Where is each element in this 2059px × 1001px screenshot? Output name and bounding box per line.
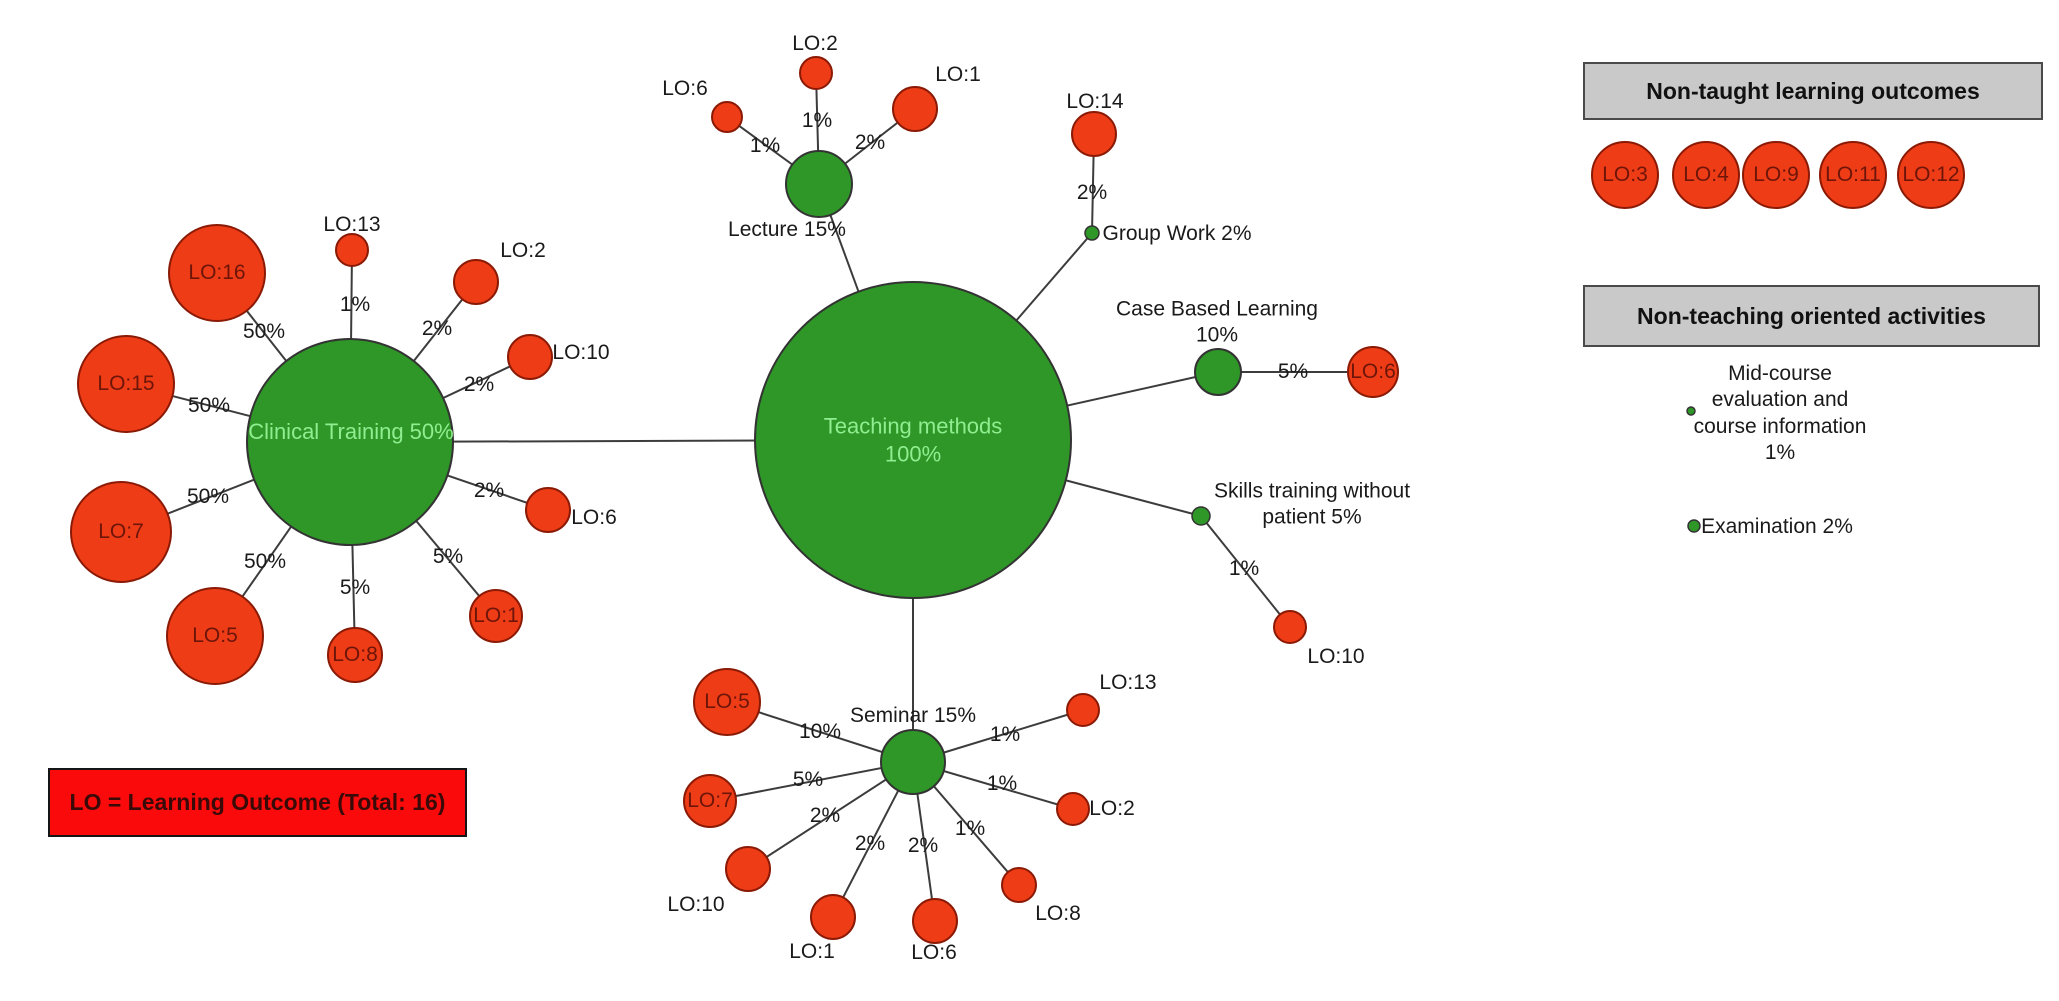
node-legend-lo3	[1591, 141, 1659, 209]
node-clinical-lo1	[469, 589, 523, 643]
node-skills-training	[1191, 506, 1211, 526]
node-case-based-learning	[1194, 348, 1242, 396]
non-teaching-activities-header: Non-teaching oriented activities	[1583, 285, 2040, 347]
node-seminar-lo6	[912, 898, 958, 944]
node-lecture	[785, 150, 853, 218]
node-clinical-lo5	[166, 587, 264, 685]
node-seminar-lo1	[810, 894, 856, 940]
node-group-work	[1084, 225, 1100, 241]
node-seminar-lo2	[1056, 792, 1090, 826]
node-clinical-lo7	[70, 481, 172, 583]
node-lecture-lo1	[892, 86, 938, 132]
node-seminar-lo13	[1066, 693, 1100, 727]
node-seminar-lo5	[693, 668, 761, 736]
node-midcourse-evaluation	[1686, 406, 1696, 416]
node-lecture-lo2	[799, 56, 833, 90]
node-seminar-lo7	[683, 774, 737, 828]
node-clinical-training	[246, 338, 454, 546]
node-examination	[1687, 519, 1701, 533]
node-groupwork-lo14	[1071, 111, 1117, 157]
node-lecture-lo6	[711, 101, 743, 133]
node-legend-lo4	[1672, 141, 1740, 209]
node-seminar-lo10	[725, 846, 771, 892]
node-legend-lo12	[1897, 141, 1965, 209]
node-skills-lo10	[1273, 610, 1307, 644]
lo-definition-note: LO = Learning Outcome (Total: 16)	[48, 768, 467, 837]
non-taught-outcomes-header: Non-taught learning outcomes	[1583, 62, 2043, 120]
node-legend-lo9	[1742, 141, 1810, 209]
node-clinical-lo6	[525, 487, 571, 533]
node-legend-lo11	[1819, 141, 1887, 209]
node-seminar-lo8	[1001, 867, 1037, 903]
node-clinical-lo15	[77, 335, 175, 433]
node-clinical-lo2	[453, 259, 499, 305]
node-clinical-lo8	[327, 627, 383, 683]
node-teaching-methods	[754, 281, 1072, 599]
node-clinical-lo13	[335, 233, 369, 267]
edge-seminar-seminar-lo7	[709, 761, 914, 802]
node-clinical-lo10	[507, 334, 553, 380]
edge-skills-training-skills-lo10	[1200, 515, 1291, 628]
node-cbl-lo6	[1347, 346, 1399, 398]
node-seminar	[880, 729, 946, 795]
node-clinical-lo16	[168, 224, 266, 322]
